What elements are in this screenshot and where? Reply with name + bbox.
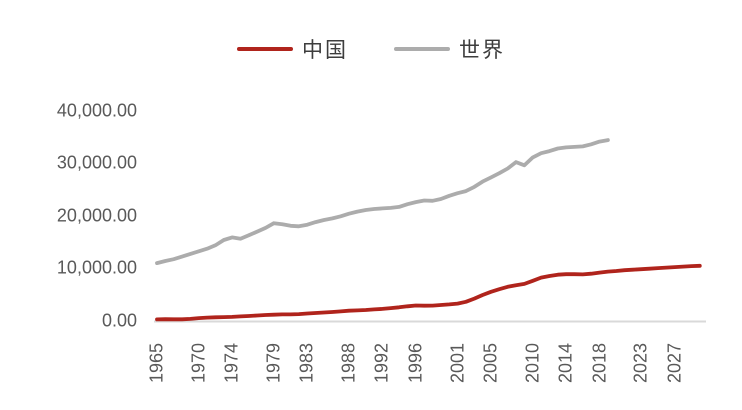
legend-item-china: 中国 xyxy=(237,34,348,64)
x-tick-label: 1970 xyxy=(188,342,209,384)
legend-line-swatch-world xyxy=(394,47,450,51)
chart-legend: 中国 世界 xyxy=(0,34,742,64)
x-tick-label: 2027 xyxy=(664,342,685,384)
y-tick-label: 20,000.00 xyxy=(56,205,137,226)
x-tick-label: 1992 xyxy=(371,342,392,384)
series-line-china xyxy=(155,263,702,322)
x-tick-label: 2018 xyxy=(589,342,610,384)
y-tick-label: 30,000.00 xyxy=(56,152,137,173)
y-tick-label: 0.00 xyxy=(101,310,137,331)
x-tick-label: 1983 xyxy=(296,342,317,384)
series-line-world xyxy=(155,138,610,266)
x-tick-label: 2005 xyxy=(480,342,501,384)
legend-line-swatch-china xyxy=(237,47,293,51)
x-tick-label: 1979 xyxy=(263,342,284,384)
x-tick-label: 2001 xyxy=(447,342,468,384)
y-tick-label: 10,000.00 xyxy=(56,257,137,278)
x-tick-label: 1965 xyxy=(146,342,167,384)
x-tick-label: 1974 xyxy=(221,342,242,384)
x-tick-label: 2010 xyxy=(522,342,543,384)
x-tick-label: 1996 xyxy=(405,342,426,384)
legend-item-world: 世界 xyxy=(394,34,505,64)
x-tick-label: 2023 xyxy=(630,342,651,384)
legend-label-china: 中国 xyxy=(302,39,348,62)
x-tick-label: 1988 xyxy=(338,342,359,384)
legend-label-world: 世界 xyxy=(459,39,505,62)
y-tick-label: 40,000.00 xyxy=(56,100,137,121)
x-tick-label: 2014 xyxy=(555,342,576,384)
